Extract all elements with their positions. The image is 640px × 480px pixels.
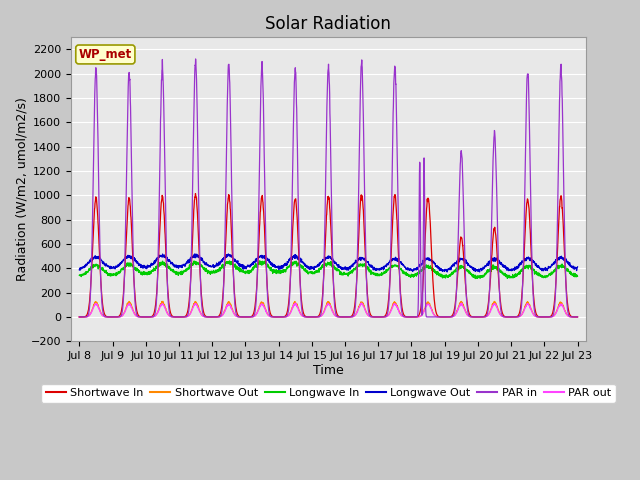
Legend: Shortwave In, Shortwave Out, Longwave In, Longwave Out, PAR in, PAR out: Shortwave In, Shortwave Out, Longwave In… [41, 384, 616, 403]
X-axis label: Time: Time [313, 364, 344, 377]
Text: WP_met: WP_met [79, 48, 132, 61]
Title: Solar Radiation: Solar Radiation [266, 15, 391, 33]
Y-axis label: Radiation (W/m2, umol/m2/s): Radiation (W/m2, umol/m2/s) [15, 97, 28, 281]
